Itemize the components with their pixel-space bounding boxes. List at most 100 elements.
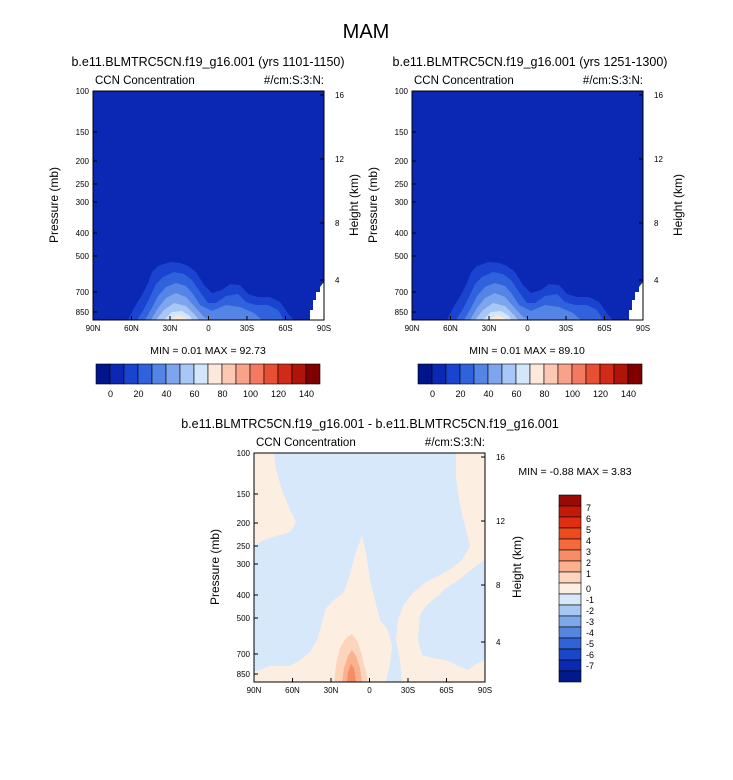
colorbar-label: 6 [586,514,591,524]
colorbar-label: 40 [161,389,171,399]
colorbar-swatch [235,363,251,385]
x-tick-label: 90S [478,686,492,695]
panel-difference: b.e11.BLMTRC5CN.f19_g16.001 - b.e11.BLMT… [181,417,632,695]
min-max-stats: MIN = 0.01 MAX = 89.10 [469,345,585,357]
right-tick-label: 16 [654,91,663,100]
colorbar-label: 3 [586,547,591,557]
panel-title: b.e11.BLMTRC5CN.f19_g16.001 (yrs 1251-13… [393,55,668,69]
y-tick-label: 150 [76,128,90,137]
right-tick-label: 4 [496,638,501,647]
y-tick-label: 300 [395,198,409,207]
y-axis: 100 150 200 250 300 400 500 700 850 Pres… [366,87,416,317]
y-tick-label: 150 [237,490,251,499]
y-axis-label: Pressure (mb) [366,167,380,243]
right-tick-label: 4 [335,276,340,285]
x-tick-label: 60N [285,686,300,695]
x-tick-label: 0 [206,324,211,333]
colorbar-swatch [305,363,321,385]
colorbar-swatch [179,363,195,385]
x-tick-label: 30S [559,324,573,333]
colorbar-swatch [473,363,489,385]
colorbar-swatch [558,516,582,529]
x-tick-label: 30S [240,324,254,333]
x-tick-label: 30N [163,324,178,333]
colorbar-swatch [613,363,629,385]
panel-title: b.e11.BLMTRC5CN.f19_g16.001 (yrs 1101-11… [71,55,344,69]
y-tick-label: 700 [237,650,251,659]
colorbar-swatch [558,505,582,518]
colorbar-label: -1 [586,595,594,605]
right-axis-label: Height (km) [510,536,524,598]
y-tick-label: 200 [237,519,251,528]
colorbar-label: 0 [108,389,113,399]
y-tick-label: 400 [237,591,251,600]
x-tick-label: 90S [317,324,331,333]
left-string: CCN Concentration [414,75,514,87]
colorbar-label: 0 [430,389,435,399]
colorbar-swatch [207,363,223,385]
y-axis: 100 150 200 250 300 400 500 700 850 Pres… [208,449,258,679]
colorbar-swatch [277,363,293,385]
y-axis-label: Pressure (mb) [208,529,222,605]
colorbar-label: -2 [586,606,594,616]
colorbar-swatches [95,363,321,385]
colorbar-label: 80 [539,389,549,399]
right-tick-label: 12 [496,517,505,526]
right-string: #/cm:S:3:N: [264,75,324,87]
colorbar-label: -3 [586,617,594,627]
colorbar-label: 100 [243,389,258,399]
colorbar-label: 120 [271,389,286,399]
right-tick-label: 4 [654,276,659,285]
colorbar-swatch [445,363,461,385]
colorbar-swatch [291,363,307,385]
x-axis: 90N 60N 30N 0 30S 60S 90S [247,678,492,695]
colorbar-swatch [558,670,582,683]
contour-level [396,453,485,682]
y-tick-label: 400 [76,229,90,238]
colorbar-swatch [585,363,601,385]
y-tick-label: 850 [76,308,90,317]
colorbar-swatch [529,363,545,385]
x-tick-label: 0 [367,686,372,695]
colorbar-swatch [459,363,475,385]
colorbar-swatch [558,527,582,540]
colorbar-swatch [558,615,582,628]
y-tick-label: 100 [395,87,409,96]
panel-left: b.e11.BLMTRC5CN.f19_g16.001 (yrs 1101-11… [47,55,361,399]
colorbar-swatch [558,604,582,617]
panel-right: b.e11.BLMTRC5CN.f19_g16.001 (yrs 1251-13… [366,55,685,399]
colorbar-swatch [558,659,582,672]
colorbar-swatch [558,494,582,507]
y-tick-label: 700 [76,288,90,297]
colorbar-swatch [249,363,265,385]
y-tick-label: 250 [76,180,90,189]
x-tick-label: 30N [482,324,497,333]
y-tick-label: 500 [237,614,251,623]
colorbar-label: 120 [593,389,608,399]
contour-field [93,91,324,320]
colorbar-swatch [558,571,582,584]
left-string: CCN Concentration [95,75,195,87]
right-axis: 4 8 12 16 Height (km) [320,91,361,285]
y-tick-label: 500 [76,252,90,261]
colorbar-swatch [558,549,582,562]
colorbar-swatch [599,363,615,385]
colorbar-swatch [221,363,237,385]
colorbar-swatch [543,363,559,385]
colorbar-label: -4 [586,628,594,638]
right-string: #/cm:S:3:N: [583,75,643,87]
colorbar-swatches [417,363,643,385]
x-tick-label: 90N [247,686,262,695]
colorbar-swatch [501,363,517,385]
right-tick-label: 12 [335,155,344,164]
x-tick-label: 60N [124,324,139,333]
right-tick-label: 16 [335,91,344,100]
colorbar-label: 140 [299,389,314,399]
figure-title: MAM [343,21,390,43]
x-tick-label: 30N [324,686,339,695]
colorbar-swatch [137,363,153,385]
contour-level [412,91,643,320]
colorbar-swatch [627,363,643,385]
y-tick-label: 250 [395,180,409,189]
